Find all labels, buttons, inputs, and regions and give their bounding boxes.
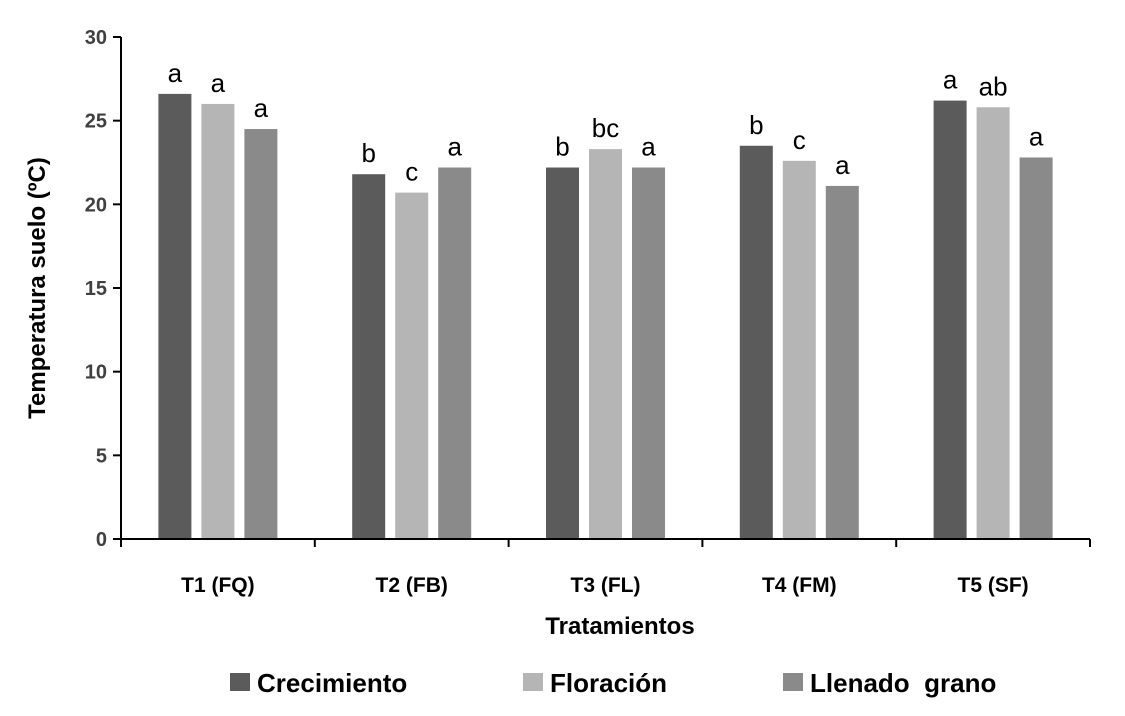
- bar: [782, 160, 816, 539]
- bar: [201, 103, 235, 539]
- bar: [589, 149, 622, 539]
- significance-label: a: [211, 68, 226, 98]
- x-axis-title: Tratamientos: [545, 613, 694, 640]
- x-category-label: T3 (FL): [571, 574, 641, 597]
- x-category-label: T4 (FM): [762, 574, 837, 597]
- x-category-label: T2 (FB): [376, 574, 448, 597]
- bar: [933, 100, 967, 539]
- y-tick-label: 20: [85, 194, 107, 216]
- bar: [1019, 157, 1053, 540]
- significance-label: a: [447, 132, 462, 162]
- significance-label: bc: [592, 113, 619, 143]
- significance-label: b: [749, 110, 763, 140]
- bar: [158, 93, 192, 539]
- bar: [976, 107, 1010, 539]
- significance-label: a: [168, 58, 183, 88]
- x-category-label: T1 (FQ): [181, 574, 255, 597]
- y-tick-label: 5: [96, 445, 107, 467]
- y-tick-label: 15: [85, 278, 107, 300]
- y-axis-title: Temperatura suelo (ºC): [24, 157, 51, 419]
- legend: Crecimiento Floración Llenado grano: [230, 668, 996, 698]
- bar: [739, 145, 773, 539]
- y-tick-label: 25: [85, 111, 107, 133]
- x-category-label: T5 (SF): [958, 574, 1029, 597]
- bar: [244, 129, 278, 540]
- significance-label: ab: [979, 71, 1008, 101]
- legend-swatch: [783, 673, 803, 691]
- bar: [395, 192, 429, 539]
- significance-label: b: [361, 138, 375, 168]
- significance-label: c: [405, 157, 418, 187]
- significance-label: c: [793, 125, 806, 155]
- legend-swatch: [523, 673, 543, 691]
- y-tick-label: 30: [85, 27, 107, 49]
- legend-label: Floración: [550, 668, 667, 698]
- bar: [632, 167, 665, 539]
- significance-label: a: [641, 132, 656, 162]
- significance-label: b: [555, 132, 569, 162]
- significance-label: a: [835, 150, 850, 180]
- significance-label: a: [1029, 121, 1044, 151]
- bar: [825, 185, 859, 539]
- y-tick-label: 10: [85, 362, 107, 384]
- bar: [438, 167, 472, 539]
- legend-swatch: [230, 673, 250, 691]
- legend-label: Crecimiento: [257, 668, 407, 698]
- y-tick-label: 0: [96, 529, 107, 551]
- bar: [352, 174, 386, 540]
- significance-label: a: [943, 65, 958, 95]
- legend-label: Llenado grano: [810, 668, 996, 698]
- significance-label: a: [254, 93, 269, 123]
- bar: [546, 167, 579, 539]
